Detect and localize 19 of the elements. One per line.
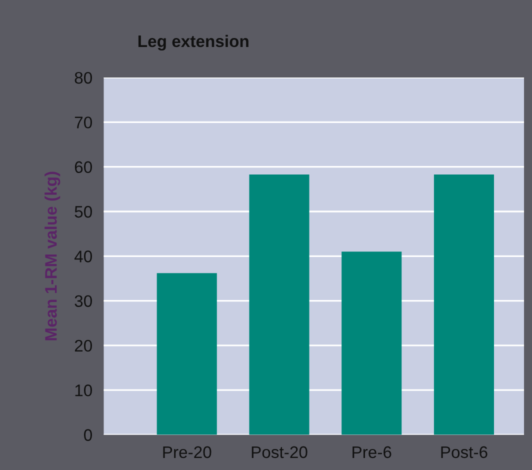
y-tick-label: 70 — [74, 116, 92, 128]
chart-title: Leg extension — [138, 34, 248, 51]
x-tick-label: Post-6 — [441, 446, 488, 458]
x-tick-label: Pre-6 — [352, 446, 392, 458]
y-tick-label: 40 — [74, 250, 92, 262]
x-tick-label: Post-20 — [252, 446, 308, 458]
y-tick-label: 80 — [74, 72, 92, 84]
y-tick-label: 50 — [74, 206, 92, 218]
bar — [249, 174, 310, 435]
y-tick-label: 0 — [84, 429, 92, 441]
x-tick-label: Pre-20 — [163, 446, 212, 458]
y-axis-title: Mean 1-RM value (kg) — [44, 172, 60, 340]
y-tick-label: 30 — [74, 295, 92, 308]
y-tick-label: 20 — [74, 340, 92, 352]
y-tick-label: 10 — [75, 384, 92, 396]
y-tick-label: 60 — [74, 161, 92, 174]
bar — [342, 252, 402, 435]
bar — [434, 174, 494, 435]
bar — [156, 273, 217, 435]
